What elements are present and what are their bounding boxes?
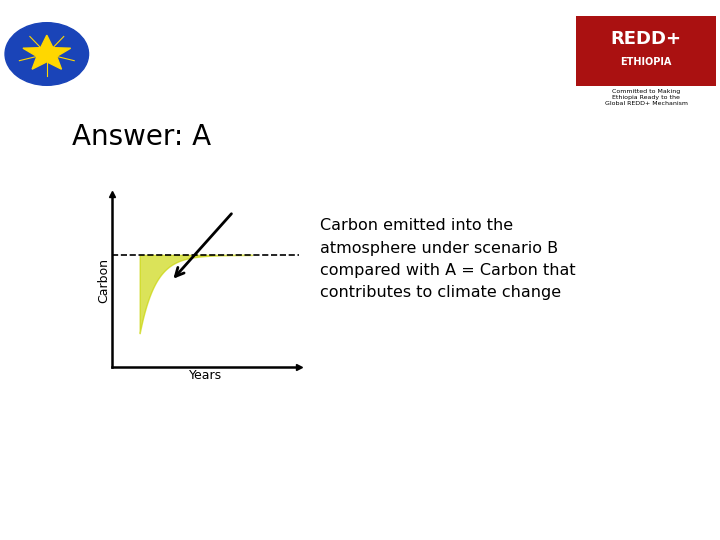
Y-axis label: Carbon: Carbon [97,258,110,303]
X-axis label: Years: Years [189,369,222,382]
Text: ETHIOPIA: ETHIOPIA [621,57,672,67]
FancyBboxPatch shape [576,16,716,86]
Text: Committed to Making
Ethiopia Ready to the
Global REDD+ Mechanism: Committed to Making Ethiopia Ready to th… [605,89,688,106]
Circle shape [5,23,89,85]
Text: Carbon emitted into the
atmosphere under scenario B
compared with A = Carbon tha: Carbon emitted into the atmosphere under… [320,218,576,300]
Polygon shape [23,35,71,69]
Text: REDD+: REDD+ [611,30,682,48]
Text: Answer: A: Answer: A [72,123,211,151]
